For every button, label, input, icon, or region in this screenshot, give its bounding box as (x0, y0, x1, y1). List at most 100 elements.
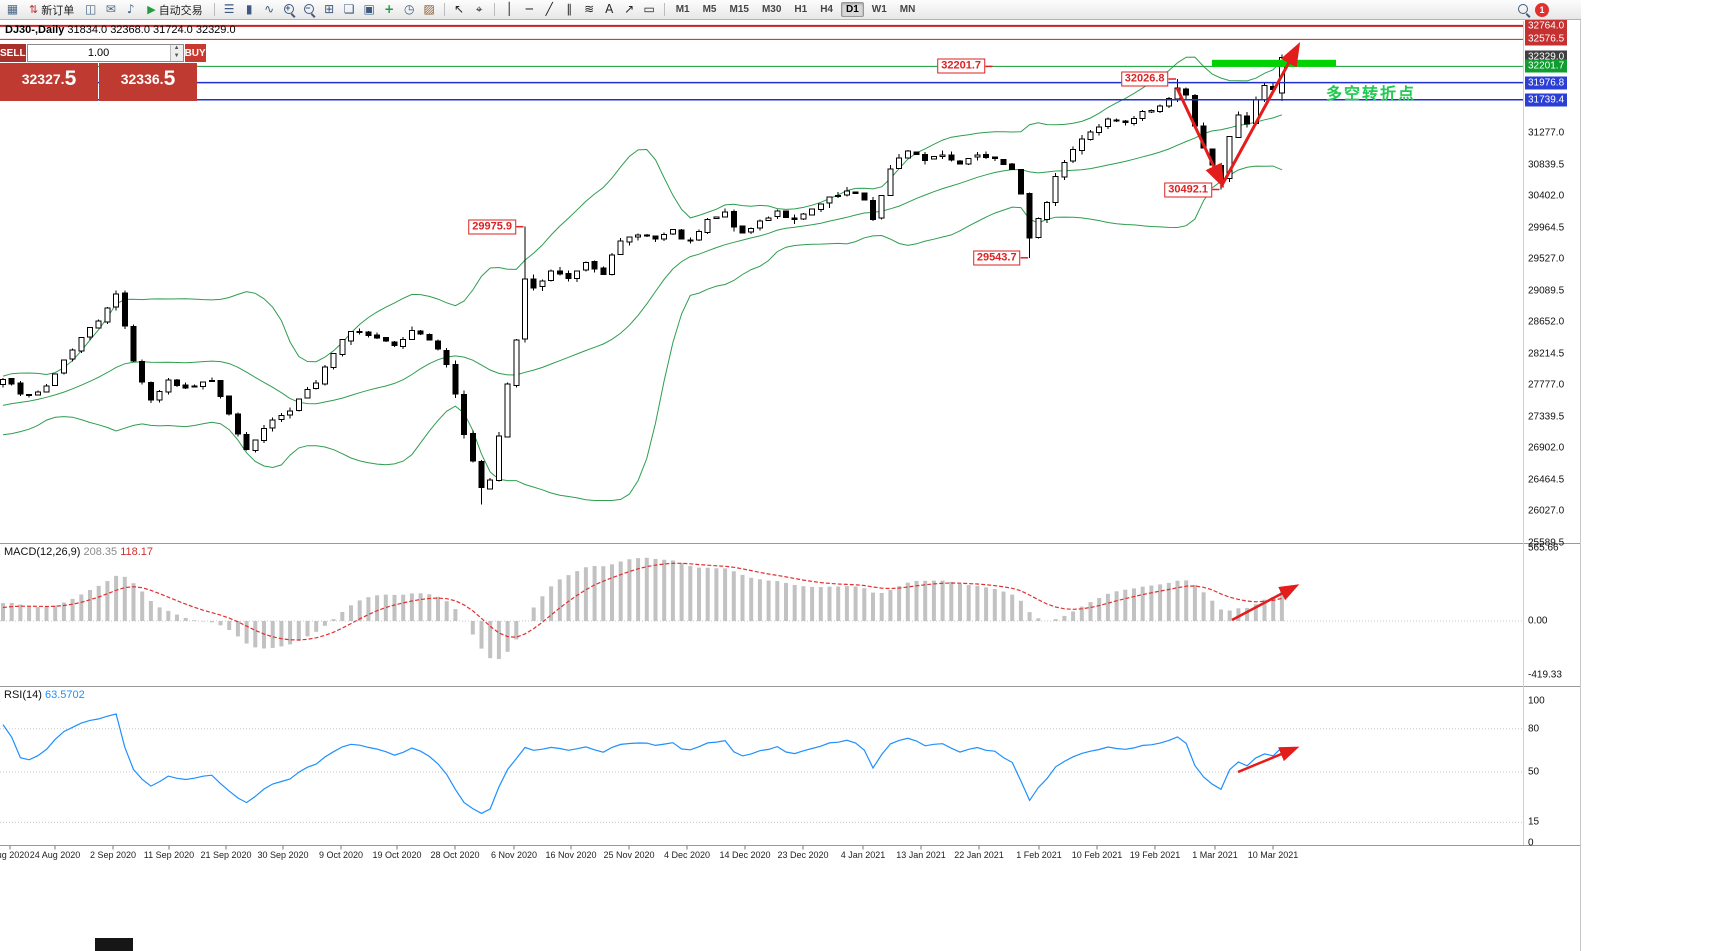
trendline-icon: ╱ (545, 2, 553, 16)
price-label-30492-1[interactable]: 30492.1 (1164, 182, 1212, 197)
cascade-windows-icon[interactable]: ▣ (360, 1, 379, 18)
add-indicator-icon[interactable]: + (380, 1, 399, 18)
trendline-icon[interactable]: ╱ (540, 1, 559, 18)
candlestick-chart-icon[interactable]: ▮ (240, 1, 259, 18)
arrow-tool-icon[interactable]: ↗ (620, 1, 639, 18)
price-big-digit: 5 (163, 67, 176, 90)
date-axis-label: 4 Dec 2020 (663, 850, 711, 860)
date-axis-label: 16 Nov 2020 (545, 850, 597, 860)
volume-down-button[interactable]: ▼ (170, 53, 183, 61)
date-axis-label: Aug 2020 (0, 850, 30, 860)
buy-button[interactable]: BUY (184, 44, 206, 62)
price-axis-label: 29527.0 (1528, 253, 1565, 265)
price-label-32026-8[interactable]: 32026.8 (1120, 71, 1169, 87)
vertical-line-icon[interactable]: │ (500, 1, 519, 18)
autotrading-button-icon: ▶ (147, 3, 156, 16)
rsi-label: RSI(14) 63.5702 (4, 689, 85, 701)
crosshair-icon[interactable]: ⌖ (470, 1, 489, 18)
templates-icon: ▨ (423, 2, 435, 16)
fibonacci-icon: ≋ (584, 2, 595, 16)
timeframe-h1-button[interactable]: H1 (794, 4, 808, 15)
zoom-in-icon[interactable]: + (280, 1, 299, 18)
date-axis-label: 2 Sep 2020 (89, 850, 137, 860)
price-axis-marker-31739.4: 31739.4 (1525, 93, 1568, 107)
vertical-line-icon: │ (505, 2, 513, 16)
templates-icon[interactable]: ▨ (420, 1, 439, 18)
volume-input[interactable] (27, 45, 170, 61)
one-click-trading-panel: SELL ▲ ▼ BUY 32327.5 32336.5 (0, 44, 206, 101)
rsi-scale-label: 50 (1528, 766, 1540, 778)
price-label-29975-9[interactable]: 29975.9 (468, 219, 516, 235)
timeframe-w1-button[interactable]: W1 (871, 4, 887, 15)
search-icon[interactable] (1516, 2, 1531, 17)
rsi-up-arrow[interactable] (1237, 746, 1300, 774)
macd-scale-label: -419.33 (1528, 669, 1562, 681)
alerts-icon: ♪ (126, 2, 135, 16)
screen-edge-artifact (95, 938, 133, 951)
price-label-32201-7[interactable]: 32201.7 (937, 58, 985, 74)
price-axis-label: 28652.0 (1528, 316, 1565, 328)
date-axis-label: 9 Oct 2020 (318, 850, 364, 860)
rsi-name: RSI(14) (4, 689, 42, 701)
timeframe-h4-button[interactable]: H4 (820, 4, 833, 15)
date-axis-label: 6 Nov 2020 (490, 850, 538, 860)
bar-chart-icon[interactable]: ☰ (220, 1, 239, 18)
volume-control: ▲ ▼ (26, 44, 184, 62)
price-axis-label: 29964.5 (1528, 222, 1565, 233)
line-chart-icon: ∿ (264, 2, 275, 16)
alerts-icon[interactable]: ♪ (121, 1, 140, 18)
macd-up-arrow[interactable] (1231, 584, 1300, 622)
volume-up-button[interactable]: ▲ (170, 45, 183, 53)
timeframe-d1-button[interactable]: D1 (841, 2, 864, 17)
autotrading-button[interactable]: ▶ 自动交易 (141, 1, 208, 18)
toolbar-items: ▦ ⇅ 新订单 ◫ ✉ ♪ ▶ 自动交易 ☰ ▮ ∿ + − ⊞ ❏ ▣ + ◷ ▨ ↖ ⌖ │ ─ ╱ ∥ ≋ A ↗ ▭ M1 M5 M1… (3, 1, 921, 18)
turning-point-label[interactable]: 多空转折点 (1326, 86, 1417, 103)
sell-price[interactable]: 32327. 5 (0, 63, 98, 101)
timeframe-m30-button[interactable]: M30 (761, 4, 782, 15)
sell-button[interactable]: SELL (0, 44, 26, 62)
channel-icon[interactable]: ∥ (560, 1, 579, 18)
horizontal-line-icon[interactable]: ─ (520, 1, 539, 18)
tile-windows-icon[interactable]: ❏ (340, 1, 359, 18)
price-axis-label: 28214.5 (1528, 348, 1565, 359)
notification-badge[interactable]: 1 (1535, 2, 1549, 17)
text-icon[interactable]: A (600, 1, 619, 18)
rsi-scale-label: 0 (1528, 837, 1534, 849)
zoom-in-icon-glyph: + (282, 2, 297, 17)
cursor-icon[interactable]: ↖ (450, 1, 469, 18)
timeframe-mn-button[interactable]: MN (899, 4, 916, 15)
macd-main-value: 208.35 (83, 546, 118, 558)
periods-icon[interactable]: ◷ (400, 1, 419, 18)
timeframe-m15-button[interactable]: M15 (729, 4, 749, 15)
price-axis-label: 31277.0 (1528, 127, 1565, 139)
zoom-out-icon[interactable]: − (300, 1, 319, 18)
new-order-button-icon: ⇅ (29, 3, 39, 16)
profiles-icon[interactable]: ◫ (81, 1, 100, 18)
horizontal-line-icon: ─ (525, 2, 533, 16)
grid-icon[interactable]: ⊞ (320, 1, 339, 18)
line-chart-icon[interactable]: ∿ (260, 1, 279, 18)
green-highlight-bar[interactable] (1212, 59, 1336, 67)
timeframe-m1-button[interactable]: M1 (675, 4, 690, 15)
shapes-icon[interactable]: ▭ (640, 1, 659, 18)
impulse-down-arrow[interactable] (1175, 87, 1224, 189)
impulse-up-arrow[interactable] (1219, 42, 1301, 188)
crosshair-icon: ⌖ (475, 2, 483, 16)
cascade-windows-icon: ▣ (363, 2, 375, 16)
fibonacci-icon[interactable]: ≋ (580, 1, 599, 18)
date-axis-label: 19 Feb 2021 (1129, 850, 1181, 860)
buy-price[interactable]: 32336. 5 (99, 63, 197, 101)
rsi-scale-label: 80 (1528, 723, 1540, 735)
date-axis-label: 30 Sep 2020 (257, 850, 309, 860)
new-chart-icon[interactable]: ▦ (3, 1, 22, 18)
new-order-button[interactable]: ⇅ 新订单 (23, 1, 80, 18)
bollinger-bands (2, 56, 1283, 501)
cursor-icon: ↖ (454, 2, 465, 16)
timeframe-m5-button[interactable]: M5 (702, 4, 717, 15)
community-icon[interactable]: ✉ (101, 1, 120, 18)
price-label-29543-7[interactable]: 29543.7 (972, 250, 1021, 266)
price-axis-label: 25589.5 (1528, 537, 1565, 548)
grid-icon: ⊞ (324, 2, 335, 16)
price-big-digit: 5 (64, 67, 77, 90)
